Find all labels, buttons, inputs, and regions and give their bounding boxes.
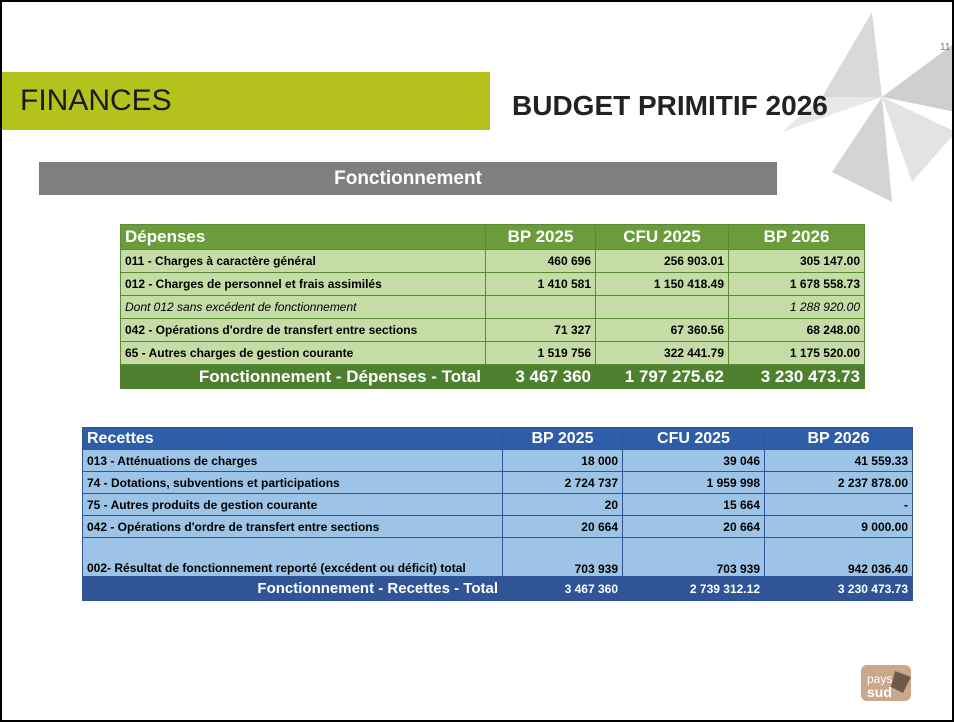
cell: 39 046 (622, 449, 765, 472)
cell: CFU 2025 (622, 427, 765, 450)
cell: 322 441.79 (595, 341, 729, 365)
cell: 2 237 878.00 (764, 471, 913, 494)
cell: 1 175 520.00 (728, 341, 865, 365)
depenses-table: Dépenses BP 2025 CFU 2025 BP 2026 011 - Char… (120, 224, 865, 389)
cell: CFU 2025 (595, 224, 729, 250)
star-decoration (782, 12, 952, 202)
cell: 2 724 737 (502, 471, 623, 494)
cell: 305 147.00 (728, 249, 865, 273)
subtitle: BUDGET PRIMITIF 2026 (512, 90, 828, 121)
cell: 703 939 (622, 537, 765, 577)
cell: Dépenses (120, 224, 486, 250)
page-number: 11 (940, 42, 951, 53)
cell: 042 - Opérations d'ordre de transfert en… (82, 515, 503, 538)
cell: 460 696 (485, 249, 596, 273)
cell: 67 360.56 (595, 318, 729, 342)
header-row: Recettes BP 2025 CFU 2025 BP 2026 (82, 427, 913, 450)
header-row: Dépenses BP 2025 CFU 2025 BP 2026 (120, 224, 865, 250)
data-row: 011 - Charges à caractère général 460 696… (120, 249, 865, 273)
cell: 1 678 558.73 (728, 272, 865, 296)
title: FINANCES (20, 84, 172, 117)
cell: 74 - Dotations, subventions et participa… (82, 471, 503, 494)
cell: 15 664 (622, 493, 765, 516)
cell: Fonctionnement - Dépenses - Total (120, 364, 486, 389)
cell: 2 739 312.12 (622, 576, 765, 601)
cell: 942 036.40 (764, 537, 913, 577)
data-row: 75 - Autres produits de gestion courante… (82, 493, 913, 516)
data-row: 002- Résultat de fonctionnement reporté … (82, 537, 913, 577)
cell: 011 - Charges à caractère général (120, 249, 486, 273)
cell: 1 959 998 (622, 471, 765, 494)
total-row: Fonctionnement - Recettes - Total 3 467 3… (82, 576, 913, 601)
cell: 20 664 (622, 515, 765, 538)
data-row: Dont 012 sans excédent de fonctionnement… (120, 295, 865, 319)
data-row: 012 - Charges de personnel et frais assi… (120, 272, 865, 296)
cell: 042 - Opérations d'ordre de transfert en… (120, 318, 486, 342)
cell: 68 248.00 (728, 318, 865, 342)
cell: 703 939 (502, 537, 623, 577)
cell: 71 327 (485, 318, 596, 342)
data-row: 013 - Atténuations de charges 18 000 39 04… (82, 449, 913, 472)
cell: 013 - Atténuations de charges (82, 449, 503, 472)
cell: 75 - Autres produits de gestion courante (82, 493, 503, 516)
cell: 20 664 (502, 515, 623, 538)
cell (595, 295, 729, 319)
cell: 9 000.00 (764, 515, 913, 538)
cell: Fonctionnement - Recettes - Total (82, 576, 503, 601)
cell: 65 - Autres charges de gestion courante (120, 341, 486, 365)
cell: 1 150 418.49 (595, 272, 729, 296)
cell: BP 2026 (728, 224, 865, 250)
title-band (2, 72, 490, 130)
data-row: 042 - Opérations d'ordre de transfert en… (82, 515, 913, 538)
recettes-table: Recettes BP 2025 CFU 2025 BP 2026 013 - Atté… (82, 427, 913, 601)
cell: 3 230 473.73 (764, 576, 913, 601)
cell: 18 000 (502, 449, 623, 472)
cell (485, 295, 596, 319)
cell: BP 2025 (485, 224, 596, 250)
cell: 012 - Charges de personnel et frais assi… (120, 272, 486, 296)
cell: 1 288 920.00 (728, 295, 865, 319)
svg-text:sud: sud (867, 684, 892, 700)
cell: 1 797 275.62 (595, 364, 729, 389)
cell: 1 519 756 (485, 341, 596, 365)
data-row: 042 - Opérations d'ordre de transfert en… (120, 318, 865, 342)
cell: Dont 012 sans excédent de fonctionnement (120, 295, 486, 319)
total-row: Fonctionnement - Dépenses - Total 3 467 3… (120, 364, 865, 389)
cell: Recettes (82, 427, 503, 450)
cell: 3 230 473.73 (728, 364, 865, 389)
cell: BP 2026 (764, 427, 913, 450)
cell: - (764, 493, 913, 516)
data-row: 74 - Dotations, subventions et participa… (82, 471, 913, 494)
cell: 002- Résultat de fonctionnement reporté … (82, 537, 503, 577)
svg-text:pays: pays (867, 672, 892, 686)
cell: 41 559.33 (764, 449, 913, 472)
cell: BP 2025 (502, 427, 623, 450)
cell: 1 410 581 (485, 272, 596, 296)
data-row: 65 - Autres charges de gestion courante 1… (120, 341, 865, 365)
cell: 256 903.01 (595, 249, 729, 273)
section-title: Fonctionnement (39, 162, 777, 195)
cell: 20 (502, 493, 623, 516)
cell: 3 467 360 (502, 576, 623, 601)
cell: 3 467 360 (485, 364, 596, 389)
